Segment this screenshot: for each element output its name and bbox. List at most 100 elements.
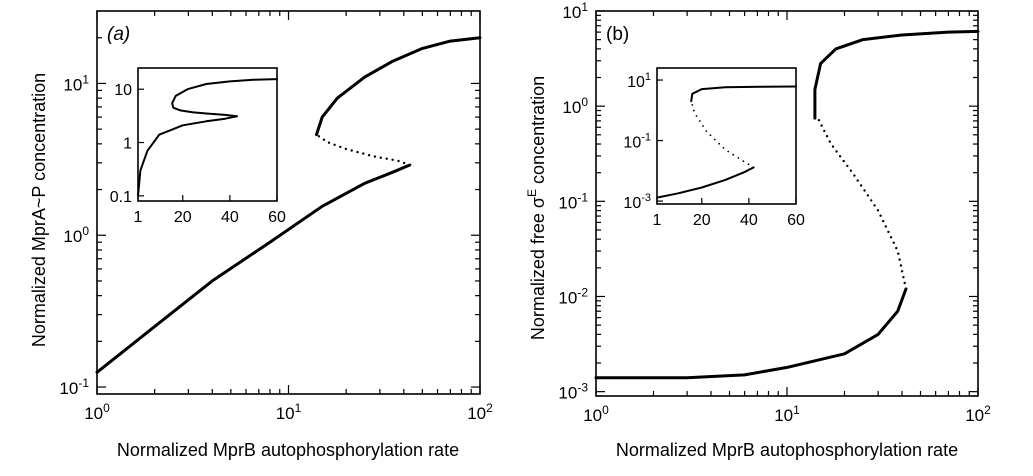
panel-b-y-axis-title-tail: concentration bbox=[528, 76, 548, 189]
panel-b-inset-series-1-dot bbox=[691, 104, 694, 106]
panel-b-inset-x-tick-label: 1 bbox=[653, 212, 662, 229]
panel-b-series-1-dot bbox=[900, 270, 904, 273]
panel-b-series-1-dot bbox=[879, 214, 882, 217]
panel-a-y-tick-label: 10-1 bbox=[59, 376, 89, 398]
panel-a-series-0-line bbox=[95, 163, 412, 374]
panel-a-x-tick-label: 102 bbox=[467, 401, 493, 423]
panel-b-inset-series-1-dot bbox=[718, 142, 720, 145]
panel-b-series-1-dot bbox=[820, 124, 823, 127]
panel-b-inset-y-tick-label: 10-3 bbox=[623, 192, 651, 212]
panel-b-label: (b) bbox=[606, 24, 629, 45]
panel-a-series-1-dot bbox=[356, 150, 359, 154]
panel-a-series-1-dot bbox=[344, 147, 348, 151]
panel-b-series-1-dot bbox=[904, 287, 908, 291]
panel-a-label: (a) bbox=[107, 24, 130, 45]
panel-b-series-1-dot bbox=[889, 236, 893, 239]
panel-b-inset-series-1-dot bbox=[693, 109, 695, 112]
panel-b-series-2-line bbox=[813, 29, 980, 120]
panel-b-ticks: 100 101 102 10-3 10-2 10-1 100 101 bbox=[558, 0, 991, 425]
panel-a-inset-y-tick-label: 1 bbox=[123, 136, 132, 153]
panel-b-series-1-dot bbox=[842, 159, 845, 163]
panel-b-x-axis-title: Normalized MprB autophosphorylation rate bbox=[616, 440, 958, 460]
panel-a-inset-frame bbox=[137, 67, 278, 202]
panel-b-inset-frame bbox=[656, 67, 797, 205]
panel-a-inset-x-tick-label: 20 bbox=[174, 209, 192, 226]
panel-a-series-1-dot bbox=[367, 154, 371, 157]
panel-a-series-1-dot bbox=[317, 135, 321, 138]
panel-b-inset-x-tick-label: 40 bbox=[740, 212, 758, 229]
panel-a-x-axis-title: Normalized MprB autophosphorylation rate bbox=[117, 440, 459, 460]
panel-b-y-tick-label: 10-1 bbox=[558, 190, 588, 212]
panel-b-series-1-dot bbox=[863, 189, 866, 192]
panel-a-y-axis-title: Normalized MprA~P concentration bbox=[29, 73, 49, 347]
panel-a-series-1-dot bbox=[327, 141, 331, 144]
panel-b-y-tick-label: 101 bbox=[562, 0, 588, 22]
panel-b-series-1-dot bbox=[817, 119, 821, 122]
panel-a-inset-series-0-line bbox=[137, 115, 238, 197]
panel-a-series-1-dot bbox=[385, 157, 388, 160]
panel-b-series-0-line bbox=[594, 287, 908, 380]
panel-a-inset-series-1-line bbox=[171, 78, 278, 118]
panel-b-inset-series-1-dot bbox=[747, 163, 750, 166]
panel-b-inset-series-1-dot bbox=[722, 147, 725, 149]
panel-b-inset: 1 20 40 60 10-3 10-1 101 bbox=[623, 67, 805, 229]
panel-a-curves bbox=[95, 36, 482, 374]
panel-a-plot-frame bbox=[96, 10, 481, 395]
panel-b-y-axis-title: Normalized free σE concentration bbox=[525, 76, 548, 340]
panel-b-inset-x-tick-label: 60 bbox=[787, 212, 805, 229]
panel-b-series-1-dot bbox=[892, 241, 895, 244]
panel-b-series-1-dot bbox=[895, 246, 898, 250]
panel-b-series-1-dot bbox=[838, 155, 842, 158]
panel-b-series-1-dot bbox=[902, 276, 905, 279]
panel-a-series-1-dot bbox=[373, 155, 377, 158]
panel-b-inset-series-1-dot bbox=[737, 157, 740, 159]
panel-b-inset-background bbox=[657, 68, 796, 204]
panel-b-inset-y-tick-label: 101 bbox=[627, 71, 651, 91]
panel-b-plot-frame bbox=[595, 10, 979, 397]
panel-b-series-1-dot bbox=[823, 129, 826, 133]
panel-b-series-1-dot bbox=[831, 145, 835, 148]
panel-b-series-1-dot bbox=[870, 199, 873, 202]
panel-b-series-1-dot bbox=[825, 135, 829, 138]
panel-a-inset-y-tick-label: 10 bbox=[114, 82, 132, 99]
panel-b-series-1-dot bbox=[828, 140, 831, 143]
panel-b-inset-series-1-dot bbox=[709, 134, 712, 137]
panel-b-x-tick-label: 100 bbox=[583, 403, 609, 425]
panel-a-series-1-dot bbox=[397, 159, 400, 163]
panel-b-inset-x-tick-label: 20 bbox=[693, 212, 711, 229]
panel-a-inset-curves bbox=[137, 78, 278, 197]
panel-a-x-tick-label: 101 bbox=[276, 401, 302, 423]
panel-a-series-1-dot bbox=[391, 158, 394, 161]
panel-a-y-tick-label: 101 bbox=[63, 72, 89, 94]
panel-a-inset-x-tick-label: 60 bbox=[268, 209, 286, 226]
panel-b-inset-series-1-dot bbox=[702, 125, 704, 127]
panel-b-series-1-dot bbox=[873, 204, 876, 207]
panel-b-series-1-dot bbox=[846, 164, 849, 168]
panel-b-inset-series-1-dot bbox=[742, 160, 745, 163]
panel-b-series-1-dot bbox=[898, 258, 901, 261]
panel-a-series-1-dot bbox=[350, 149, 353, 152]
panel-a-series-1-dot bbox=[402, 161, 406, 165]
panel-b-inset-series-1-dot bbox=[695, 115, 698, 117]
panel-b-x-tick-label: 101 bbox=[774, 403, 800, 425]
panel-b-series-1-dot bbox=[897, 252, 900, 255]
panel-b-series-1-dot bbox=[899, 264, 903, 267]
panel-b-series-1-dot bbox=[887, 230, 890, 234]
panel-b-series-1-dot bbox=[903, 281, 906, 285]
panel-b-inset-series-1-dot bbox=[727, 150, 730, 153]
panel-a-series-1-dot bbox=[322, 138, 326, 141]
panel-b-series-1-dot bbox=[884, 225, 887, 228]
panel-b-curves bbox=[594, 29, 980, 380]
panel-b-series-1-dot bbox=[866, 194, 870, 197]
panel-b-inset-series-1-dot bbox=[752, 166, 755, 169]
panel-a-series-2-line bbox=[315, 36, 482, 137]
panel-b-series-1-dot bbox=[876, 209, 880, 212]
panel-a-series-1-dot bbox=[379, 156, 382, 159]
panel-b-y-axis-title-main: Normalized free σ bbox=[528, 197, 548, 340]
panel-b-inset-series-1-dot bbox=[732, 153, 735, 156]
panel-b-series-1-dot bbox=[849, 169, 853, 172]
panel-b-y-tick-label: 10-2 bbox=[558, 285, 588, 307]
